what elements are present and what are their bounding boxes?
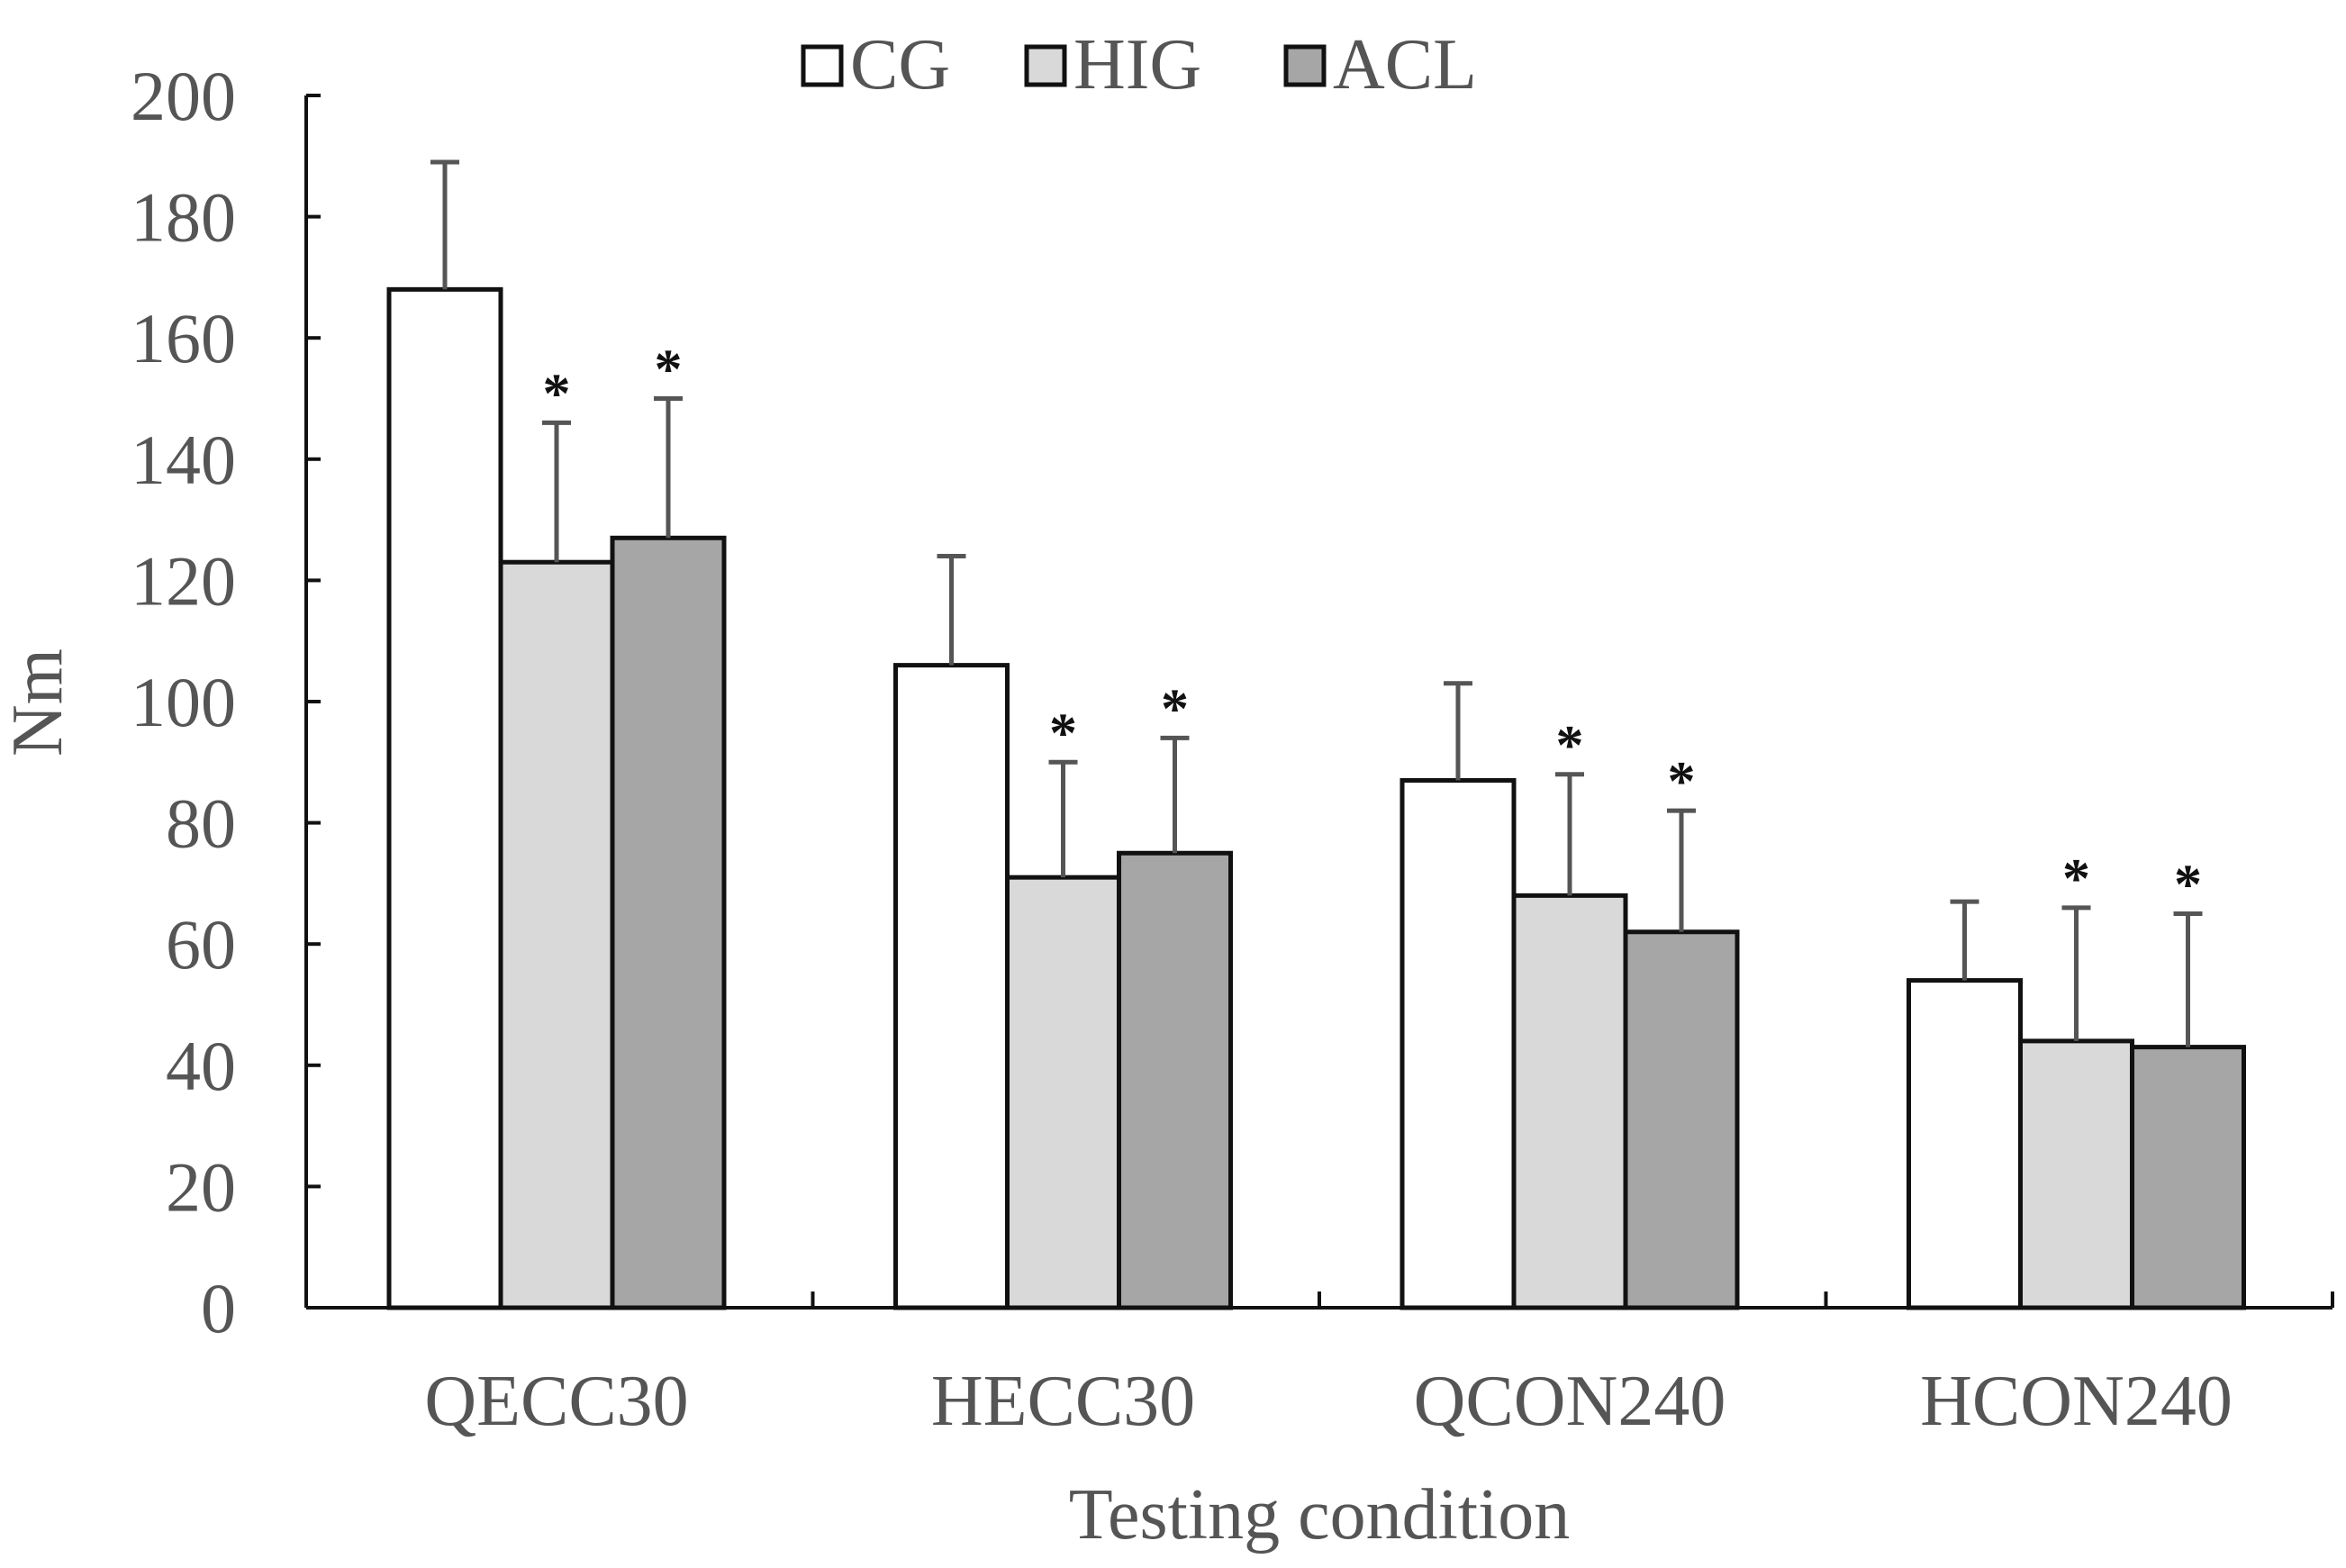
bar-cg-hecc30 xyxy=(893,663,1010,1310)
legend-label-cg: CG xyxy=(850,25,950,104)
bar-acl-hcon240 xyxy=(2130,1045,2246,1310)
legend-swatch-acl xyxy=(1283,44,1327,87)
legend: CG HIG ACL xyxy=(801,25,1477,104)
y-tick-label: 100 xyxy=(131,663,236,741)
y-tick-label: 20 xyxy=(166,1147,236,1226)
x-category-label: HECC30 xyxy=(931,1362,1195,1441)
legend-swatch-hig xyxy=(1024,44,1067,87)
y-tick-label: 120 xyxy=(131,541,236,620)
significance-mark: * xyxy=(1668,751,1696,812)
x-category-label: QECC30 xyxy=(424,1362,688,1441)
bar-acl-hecc30 xyxy=(1117,850,1233,1310)
error-bars xyxy=(430,159,2203,1047)
bar-hig-hecc30 xyxy=(1005,875,1121,1310)
y-tick-label: 140 xyxy=(131,421,236,499)
y-tick-label: 40 xyxy=(166,1027,236,1105)
significance-mark: * xyxy=(1161,678,1189,739)
bars xyxy=(386,286,2246,1310)
bar-acl-qcon240 xyxy=(1623,929,1740,1310)
y-tick-label: 0 xyxy=(201,1269,236,1347)
bar-hig-qecc30 xyxy=(498,559,615,1310)
y-tick-label: 60 xyxy=(166,905,236,983)
significance-mark: * xyxy=(1049,702,1077,764)
x-axis: QECC30 HECC30 QCON240 HCON240 xyxy=(306,1292,2334,1441)
bar-cg-hcon240 xyxy=(1907,978,2023,1310)
significance-mark: * xyxy=(655,340,683,401)
legend-label-acl: ACL xyxy=(1333,25,1477,104)
y-tick-label: 160 xyxy=(131,299,236,377)
significance-mark: * xyxy=(2174,855,2202,916)
x-category-label: HCON240 xyxy=(1920,1362,2233,1441)
x-category-label: QCON240 xyxy=(1414,1362,1726,1441)
significance-marks: * * * * * * * * xyxy=(543,340,2203,916)
legend-swatch-cg xyxy=(801,44,844,87)
y-axis: 0 20 40 60 80 100 120 140 160 180 200 xyxy=(131,57,321,1347)
bar-hig-qcon240 xyxy=(1511,893,1628,1310)
bar-hig-hcon240 xyxy=(2018,1038,2134,1310)
y-axis-title: Nm xyxy=(0,648,77,757)
y-tick-label: 200 xyxy=(131,57,236,135)
bar-cg-qecc30 xyxy=(386,286,503,1310)
legend-label-hig: HIG xyxy=(1073,25,1201,104)
significance-mark: * xyxy=(1556,715,1584,776)
significance-mark: * xyxy=(2062,848,2090,910)
y-tick-label: 80 xyxy=(166,784,236,863)
bar-cg-qcon240 xyxy=(1399,777,1517,1310)
x-axis-title: Testing condition xyxy=(1069,1475,1571,1554)
y-tick-label: 180 xyxy=(131,178,236,257)
significance-mark: * xyxy=(543,363,571,424)
bar-acl-qecc30 xyxy=(610,535,727,1310)
